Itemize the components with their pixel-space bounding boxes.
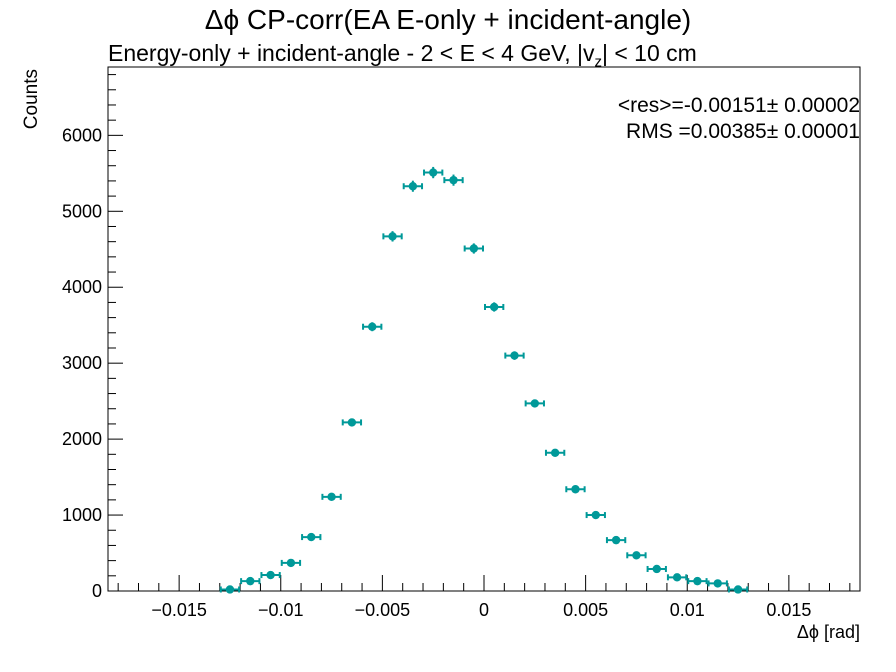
subtitle-text-end: | < 10 cm <box>602 40 697 66</box>
x-tick-label: −0.015 <box>151 600 207 620</box>
plot-frame <box>107 66 861 592</box>
marker <box>693 576 702 586</box>
axis-labels: −0.015 −0.01 −0.005 0 0.005 0.01 0.015 0 1000 200… <box>21 69 860 642</box>
y-tick-label: 2000 <box>62 429 102 449</box>
data-point <box>646 564 667 574</box>
marker <box>469 244 479 253</box>
x-axis-label: Δϕ [rad] <box>797 622 860 642</box>
marker <box>266 570 275 580</box>
marker <box>571 485 580 494</box>
marker <box>388 232 397 241</box>
marker <box>652 564 661 574</box>
y-tick-label: 3000 <box>62 353 102 373</box>
y-tick-label: 5000 <box>62 201 102 221</box>
x-tick-label: 0.005 <box>563 600 608 620</box>
data-point <box>362 322 383 332</box>
subtitle-subscript: z <box>594 53 603 71</box>
marker <box>733 585 743 594</box>
y-axis-label: Counts <box>21 69 42 129</box>
data-point <box>321 492 342 502</box>
axes <box>107 66 861 592</box>
marker <box>510 351 519 360</box>
x-tick-label: −0.005 <box>355 600 411 620</box>
marker <box>632 551 641 560</box>
x-tick-label: 0 <box>479 600 489 620</box>
marker <box>428 168 438 177</box>
marker <box>225 585 235 594</box>
chart-title: Δϕ CP-corr(EA E-only + incident-angle) <box>204 4 692 35</box>
data-point <box>219 585 241 594</box>
data-point <box>565 485 586 494</box>
data-point <box>727 585 749 594</box>
data-point <box>585 510 606 520</box>
marker <box>672 573 682 582</box>
data-point <box>260 570 281 580</box>
stat-mean: <res>=-0.00151± 0.00002 <box>617 94 860 117</box>
marker <box>591 510 600 520</box>
data-point <box>280 558 302 568</box>
data-point <box>687 576 708 586</box>
y-tick-label: 0 <box>92 581 102 601</box>
x-tick-label: 0.015 <box>766 600 811 620</box>
subtitle-text: Energy-only + incident-angle - 2 < E < 4… <box>108 40 595 66</box>
data-point <box>707 579 728 588</box>
data-point <box>382 231 403 242</box>
stat-rms: RMS =0.00385± 0.00001 <box>626 120 860 143</box>
data-point <box>544 448 566 457</box>
data-point <box>666 573 688 582</box>
x-tick-label: 0.01 <box>670 600 705 620</box>
marker <box>489 302 499 312</box>
marker <box>368 322 377 331</box>
marker <box>530 399 540 408</box>
data-point <box>524 399 545 408</box>
data-point <box>463 243 484 254</box>
data-points <box>219 166 749 594</box>
data-point <box>341 418 363 427</box>
x-tick-label: −0.01 <box>258 600 304 620</box>
data-point <box>484 302 505 312</box>
data-point <box>423 166 444 179</box>
marker <box>307 532 316 542</box>
marker <box>246 576 255 586</box>
y-tick-label: 4000 <box>62 277 102 297</box>
data-point <box>402 180 424 192</box>
data-point <box>240 576 261 586</box>
chart-subtitle: Energy-only + incident-angle - 2 < E < 4… <box>108 40 697 71</box>
data-point <box>443 174 464 186</box>
y-tick-label: 1000 <box>62 505 102 525</box>
marker <box>347 418 357 427</box>
y-tick-label: 6000 <box>62 125 102 145</box>
data-point <box>301 532 322 542</box>
marker <box>449 175 458 185</box>
data-point <box>504 351 525 360</box>
marker <box>408 182 418 191</box>
marker <box>713 579 722 588</box>
marker <box>611 535 621 545</box>
marker <box>286 558 296 568</box>
marker <box>327 492 336 502</box>
marker <box>550 448 560 457</box>
data-point <box>605 535 627 545</box>
data-point <box>626 551 647 560</box>
